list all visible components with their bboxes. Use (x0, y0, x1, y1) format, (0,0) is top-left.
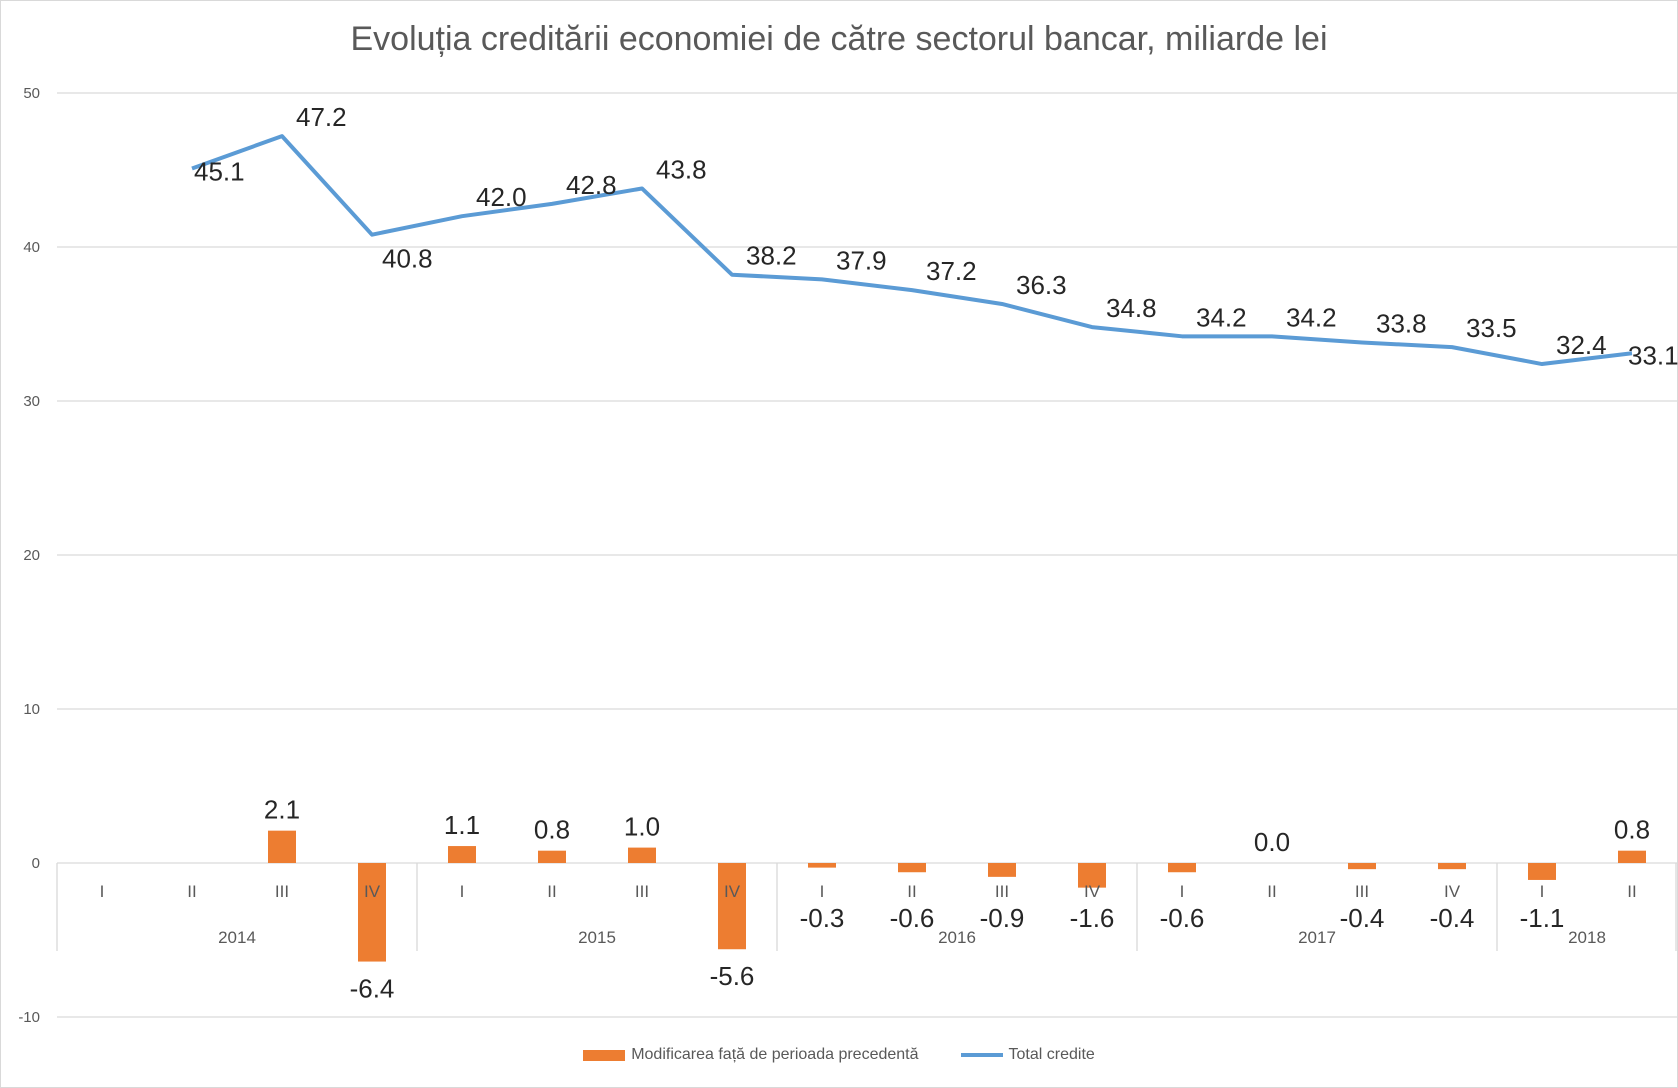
x-year-label: 2014 (218, 928, 256, 947)
x-category-label: IV (1444, 882, 1461, 901)
x-category-label: I (1540, 882, 1545, 901)
line-data-label: 33.1 (1628, 340, 1678, 370)
line-data-label: 47.2 (296, 102, 347, 132)
bar-data-label: -0.6 (890, 903, 935, 933)
x-category-label: I (820, 882, 825, 901)
y-tick-label: 0 (32, 855, 40, 872)
legend: Modificarea față de perioada precedentă … (0, 1046, 1678, 1064)
bar (988, 863, 1016, 877)
legend-swatch-line (960, 1053, 1003, 1057)
x-category-label: IV (1084, 882, 1101, 901)
line-data-label: 40.8 (382, 244, 433, 274)
bar-data-label: -5.6 (710, 961, 755, 991)
bar-data-label: -6.4 (350, 974, 395, 1004)
bar (358, 863, 386, 962)
line-data-label: 43.8 (656, 154, 707, 184)
bar (718, 863, 746, 950)
x-category-label: IV (724, 882, 741, 901)
y-tick-label: 50 (23, 85, 40, 102)
x-category-label: III (1355, 882, 1369, 901)
x-category-label: II (907, 882, 916, 901)
bar (808, 863, 836, 868)
legend-label-bars: Modificarea față de perioada precedentă (631, 1046, 919, 1063)
x-category-label: II (1627, 882, 1636, 901)
x-category-label: II (547, 882, 556, 901)
x-category-label: III (275, 882, 289, 901)
y-tick-label: 40 (23, 239, 40, 256)
bar-data-label: 2.1 (264, 795, 300, 825)
x-year-label: 2017 (1298, 928, 1336, 947)
legend-item-line: Total credite (960, 1046, 1095, 1064)
x-year-label: 2016 (938, 928, 976, 947)
x-category-label: II (187, 882, 196, 901)
bar (1168, 863, 1196, 873)
bar (1348, 863, 1376, 870)
x-category-label: IV (364, 882, 381, 901)
bar-data-label: -0.4 (1340, 903, 1385, 933)
bar-data-label: -0.9 (980, 903, 1025, 933)
bar-data-label: 0.8 (534, 815, 570, 845)
bar (538, 850, 566, 863)
legend-item-bars: Modificarea față de perioada precedentă (583, 1046, 919, 1064)
y-tick-label: -10 (18, 1009, 40, 1026)
line-series-total (191, 134, 1633, 367)
bar (1618, 850, 1646, 863)
x-category-label: II (1267, 882, 1276, 901)
bar-data-label: -1.1 (1520, 903, 1565, 933)
line-data-label: 37.9 (836, 245, 887, 275)
bar (1078, 863, 1106, 888)
line-data-label: 33.8 (1376, 308, 1427, 338)
line-data-label: 38.2 (746, 241, 797, 271)
bar-data-label: 0.8 (1614, 815, 1650, 845)
x-year-label: 2018 (1568, 928, 1606, 947)
line-data-label: 36.3 (1016, 270, 1067, 300)
bar (448, 846, 476, 863)
bar (268, 830, 296, 863)
bar (1528, 863, 1556, 880)
x-category-label: III (635, 882, 649, 901)
x-category-label: I (460, 882, 465, 901)
line-data-label: 32.4 (1556, 330, 1607, 360)
bar-data-label: -1.6 (1070, 903, 1115, 933)
line-data-label: 34.2 (1196, 302, 1247, 332)
y-tick-label: 20 (23, 547, 40, 564)
bar (898, 863, 926, 873)
line-data-label: 33.5 (1466, 313, 1517, 343)
bar-data-label: 0.0 (1254, 827, 1290, 857)
bar-data-label: 1.0 (624, 812, 660, 842)
legend-swatch-bars (583, 1049, 626, 1061)
bar-data-label: -0.6 (1160, 903, 1205, 933)
line-data-label: 37.2 (926, 256, 977, 286)
bar (1438, 863, 1466, 870)
line-data-label: 42.8 (566, 170, 617, 200)
y-tick-label: 10 (23, 701, 40, 718)
line-data-label: 45.1 (194, 156, 245, 186)
x-category-label: I (100, 882, 105, 901)
y-tick-label: 30 (23, 393, 40, 410)
line-data-label: 34.8 (1106, 293, 1157, 323)
bar-data-label: -0.4 (1430, 903, 1475, 933)
bar (628, 847, 656, 863)
x-category-label: I (1180, 882, 1185, 901)
bar-data-label: -0.3 (800, 903, 845, 933)
line-data-label: 42.0 (476, 182, 527, 212)
legend-label-line: Total credite (1008, 1046, 1095, 1063)
x-year-label: 2015 (578, 928, 616, 947)
x-category-label: III (995, 882, 1009, 901)
chart-title: Evoluția creditării economiei de către s… (350, 20, 1328, 58)
line-data-label: 34.2 (1286, 302, 1337, 332)
bar-data-label: 1.1 (444, 810, 480, 840)
